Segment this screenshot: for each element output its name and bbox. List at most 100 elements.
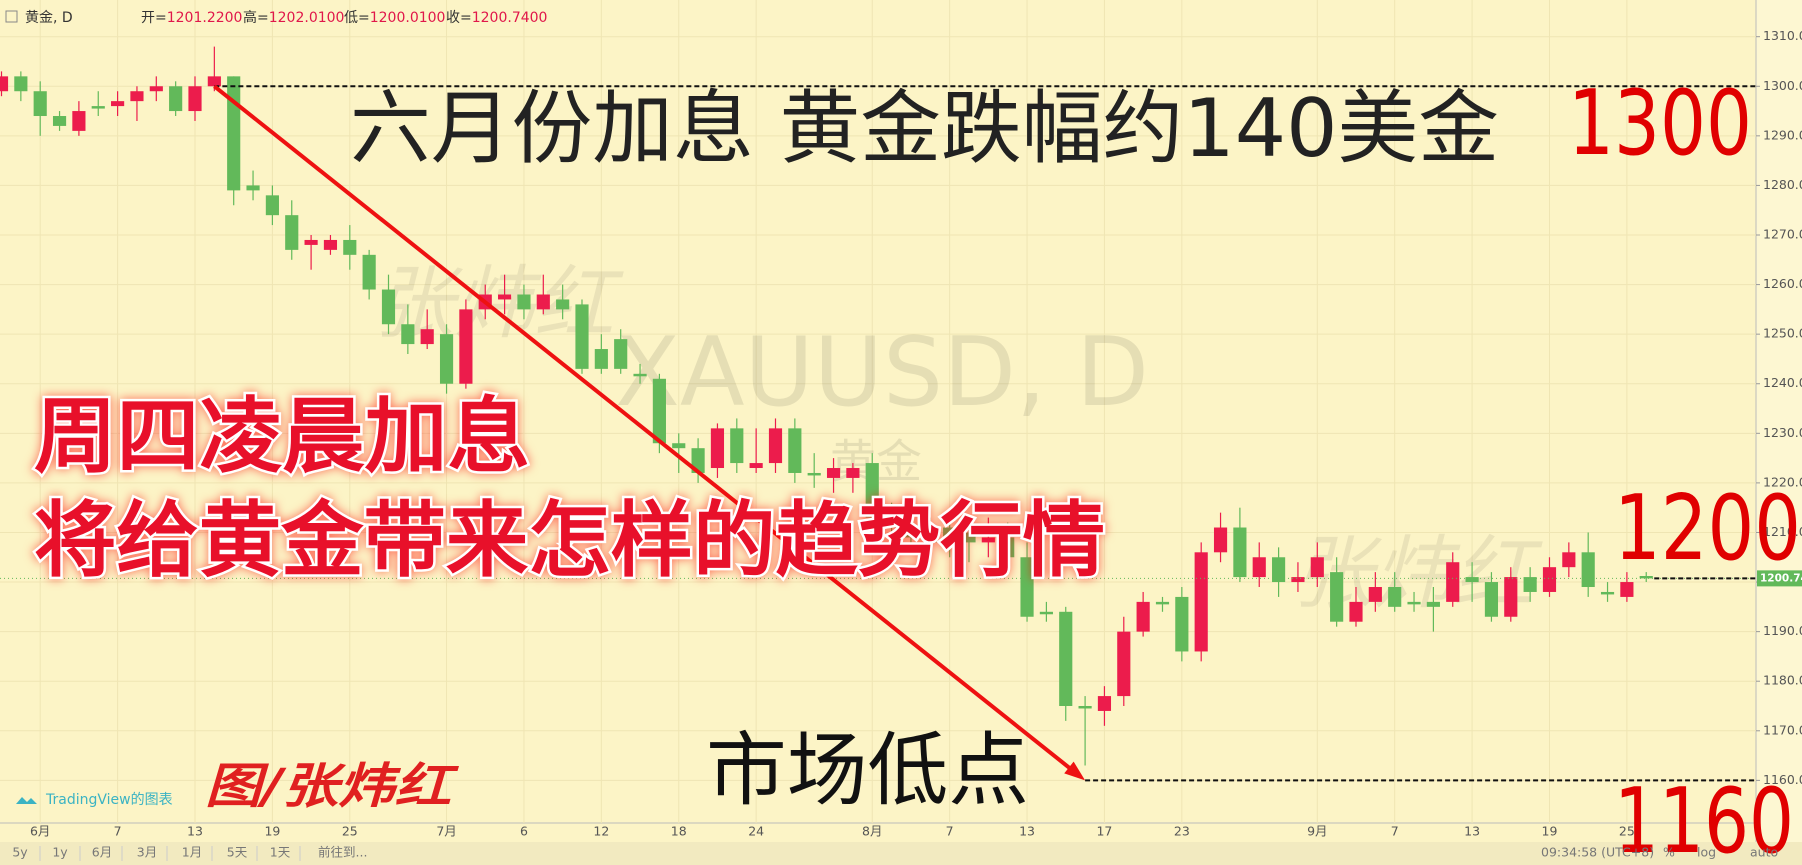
high-label: 高=: [243, 9, 269, 26]
candle-body: [381, 289, 396, 325]
candle-body: [1155, 601, 1170, 605]
collapse-icon[interactable]: [5, 10, 18, 23]
range-button[interactable]: 3月: [137, 845, 157, 860]
open-value: 1201.2200: [167, 10, 243, 26]
symbol: 黄金, D: [25, 9, 73, 26]
candle-body: [130, 91, 144, 102]
candle-body: [1291, 577, 1305, 583]
candle-body: [1330, 572, 1344, 622]
candle-body: [169, 86, 183, 112]
x-tick-label: 7: [1391, 824, 1399, 839]
x-tick-label: 8月: [862, 824, 882, 839]
y-tick-label: 1250.00: [1763, 326, 1802, 341]
candle-body: [285, 215, 299, 250]
candle-body: [826, 468, 841, 478]
legend: 黄金, D 开=1201.2200 高=1202.0100 低=1200.010…: [25, 9, 547, 26]
close-value: 1200.7400: [472, 10, 548, 26]
goto-button[interactable]: 前往到...: [318, 845, 367, 860]
candle-body: [1349, 601, 1363, 622]
candles: [0, 46, 1653, 766]
y-tick-label: 1230.00: [1763, 425, 1802, 440]
candle-body: [768, 428, 783, 464]
candle-body: [323, 239, 338, 250]
x-tick-label: 6月: [30, 824, 50, 839]
candle-body: [343, 239, 357, 255]
candle-body: [730, 428, 744, 464]
candle-body: [1562, 552, 1576, 568]
question: 周四凌晨加息: [34, 389, 530, 484]
range-button[interactable]: 1天: [270, 845, 291, 860]
candle-body: [962, 532, 976, 543]
x-tick-label: 23: [1174, 824, 1190, 839]
candle-body: [362, 254, 376, 290]
signature: 图/张炜红: [205, 759, 459, 815]
credit-source[interactable]: TradingView的图表: [45, 792, 173, 808]
candle-body: [1097, 696, 1112, 711]
candle-body: [265, 195, 279, 216]
candle-body: [885, 517, 899, 528]
candle-body: [594, 349, 608, 369]
candle-body: [1078, 705, 1092, 709]
x-tick-label: 7: [946, 824, 954, 839]
candle-body: [1504, 577, 1518, 617]
x-tick-label: 19: [1542, 824, 1558, 839]
candle-body: [420, 329, 434, 345]
candle-body: [459, 309, 473, 384]
low-label: 低=: [344, 10, 370, 26]
candle-body: [401, 324, 415, 345]
last-price-label: 1200.740: [1760, 572, 1802, 584]
range-button[interactable]: 1y: [52, 845, 68, 860]
candle-body: [1310, 557, 1324, 578]
price-axis-bg: [1756, 0, 1802, 842]
candle-body: [710, 428, 725, 469]
y-tick-label: 1260.00: [1763, 276, 1802, 291]
candle-body: [1117, 631, 1131, 697]
x-tick-label: 24: [748, 824, 764, 839]
candle-body: [498, 294, 512, 300]
level-label: 1200: [1614, 476, 1801, 581]
x-tick-label: 17: [1096, 824, 1112, 839]
range-button[interactable]: 1月: [182, 845, 202, 860]
candle-body: [1252, 557, 1266, 578]
candle-body: [1272, 557, 1286, 583]
percent-toggle[interactable]: %: [1663, 845, 1675, 860]
candle-body: [227, 76, 241, 191]
watermark-symbol: XAUUSD, D: [615, 318, 1149, 428]
header: 黄金, D 开=1201.2200 高=1202.0100 低=1200.010…: [5, 9, 547, 26]
candle-body: [304, 239, 318, 245]
candle-body: [1175, 596, 1189, 652]
x-tick-label: 12: [593, 824, 609, 839]
candle-body: [1639, 576, 1653, 579]
range-button[interactable]: 5天: [227, 845, 248, 860]
tv-logo: [16, 797, 37, 804]
x-tick-label: 25: [1619, 824, 1635, 839]
overlay: 1200.740: [0, 84, 1802, 782]
candle-body: [652, 378, 666, 444]
range-button[interactable]: 5y: [12, 845, 28, 860]
candle-body: [1194, 552, 1208, 652]
x-tick-label: 13: [1019, 824, 1035, 839]
y-tick-label: 1170.00: [1763, 722, 1802, 737]
x-tick-label: 9月: [1307, 824, 1327, 839]
y-tick-label: 1240.00: [1763, 375, 1802, 390]
low-value: 1200.0100: [370, 10, 446, 26]
candle-body: [981, 537, 995, 543]
auto-toggle[interactable]: auto: [1750, 845, 1778, 860]
candle-body: [1368, 587, 1382, 602]
x-tick-label: 13: [187, 824, 203, 839]
candle-body: [1213, 527, 1228, 553]
y-tick-label: 1210.00: [1763, 524, 1802, 539]
candle-body: [1600, 591, 1615, 595]
y-tick-label: 1280.00: [1763, 177, 1802, 192]
candle-body: [111, 101, 125, 107]
log-toggle[interactable]: log: [1697, 845, 1716, 860]
x-tick-label: 13: [1464, 824, 1480, 839]
x-tick-label: 25: [342, 824, 358, 839]
x-tick-label: 7月: [436, 824, 456, 839]
candle-body: [33, 91, 47, 117]
range-button[interactable]: 6月: [92, 845, 112, 860]
candle-body: [14, 76, 28, 92]
candle-body: [1020, 557, 1034, 617]
